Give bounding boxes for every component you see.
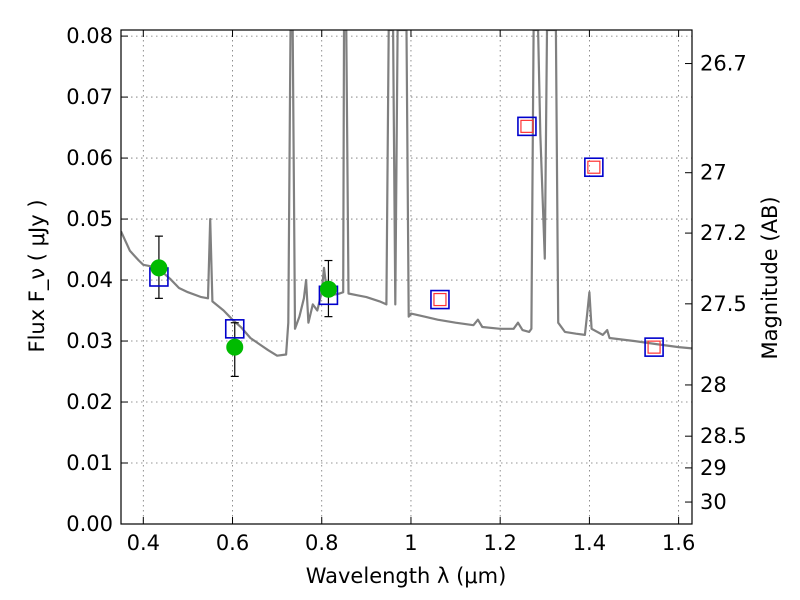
right-tick-label: 27.2	[700, 221, 747, 245]
model-square-marker	[517, 116, 537, 137]
model-square-marker	[430, 289, 450, 310]
plot-frame	[120, 29, 693, 525]
y-axis-title-right: Magnitude (AB)	[758, 196, 782, 359]
y-tick-label: 0.03	[66, 329, 113, 353]
y-tick-label: 0.00	[66, 512, 113, 536]
right-tick-label: 27	[700, 161, 727, 185]
y-tick-label: 0.04	[66, 268, 113, 292]
x-tick-label: 1.6	[662, 531, 695, 555]
y-tick-label: 0.01	[66, 451, 113, 475]
model-square-marker	[584, 157, 604, 178]
x-axis-title: Wavelength λ (μm)	[306, 564, 507, 588]
model-square-marker	[644, 337, 664, 357]
x-tick-label: 1.4	[573, 531, 606, 555]
spectrum-line	[121, 30, 692, 357]
x-tick-label: 0.4	[127, 531, 160, 555]
observed-circle-marker	[319, 280, 337, 298]
x-tick-label: 0.8	[305, 531, 338, 555]
model-square-marker	[224, 319, 245, 339]
observed-circle-marker	[150, 259, 168, 277]
observed-circle-marker	[226, 338, 244, 356]
y-tick-label: 0.05	[66, 207, 113, 231]
axis-ticks: 0.4 0.6 0.8 1 1.2 1.4 1.6 0.00 0.01 0.02 0.03 0.04 0…	[66, 24, 747, 555]
upper-limit-square-marker	[520, 119, 534, 133]
x-tick-label: 1.2	[483, 531, 516, 555]
x-tick-label: 1	[404, 531, 417, 555]
right-tick-label: 28	[700, 373, 727, 397]
right-tick-label: 28.5	[700, 424, 747, 448]
y-tick-label: 0.08	[66, 24, 113, 48]
right-tick-label: 27.5	[700, 292, 747, 316]
plot-series	[121, 30, 692, 378]
right-tick-label: 30	[700, 490, 727, 514]
upper-limit-square-marker	[587, 160, 601, 174]
y-tick-label: 0.06	[66, 146, 113, 170]
x-tick-label: 0.6	[216, 531, 249, 555]
upper-limit-square-marker	[647, 340, 661, 354]
y-tick-label: 0.07	[66, 85, 113, 109]
right-tick-label: 29	[700, 456, 727, 480]
upper-limit-square-marker	[433, 292, 447, 307]
y-axis-title: Flux F_ν ( μJy )	[25, 199, 50, 352]
y-tick-label: 0.02	[66, 390, 113, 414]
right-tick-label: 26.7	[700, 52, 747, 76]
